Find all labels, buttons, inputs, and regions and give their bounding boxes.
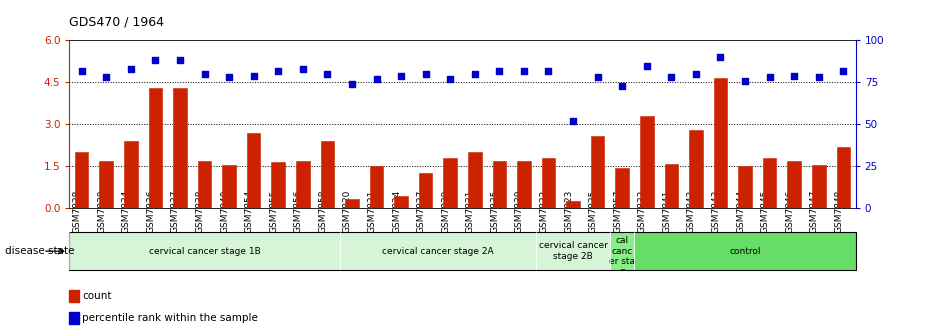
- Point: [344, 81, 359, 87]
- Text: cervi
cal
canc
er sta
g: cervi cal canc er sta g: [610, 226, 635, 277]
- Point: [566, 118, 581, 124]
- Point: [222, 75, 237, 80]
- Text: cervical cancer
stage 2B: cervical cancer stage 2B: [538, 242, 608, 261]
- Bar: [517, 161, 531, 208]
- Text: control: control: [729, 247, 760, 256]
- Bar: [69, 312, 79, 325]
- Point: [639, 63, 654, 68]
- Point: [246, 73, 261, 78]
- Bar: [345, 199, 359, 208]
- Bar: [69, 232, 339, 270]
- Point: [615, 83, 630, 88]
- Bar: [689, 130, 703, 208]
- Bar: [836, 147, 850, 208]
- Bar: [615, 168, 629, 208]
- Bar: [640, 116, 654, 208]
- Bar: [149, 88, 162, 208]
- Point: [492, 68, 507, 73]
- Point: [369, 76, 384, 82]
- Bar: [339, 232, 536, 270]
- Point: [836, 68, 851, 73]
- Bar: [124, 141, 138, 208]
- Point: [123, 66, 138, 72]
- Point: [197, 71, 212, 77]
- Bar: [370, 166, 383, 208]
- Point: [811, 75, 826, 80]
- Bar: [173, 88, 187, 208]
- Bar: [536, 232, 610, 270]
- Text: GDS470 / 1964: GDS470 / 1964: [69, 15, 165, 29]
- Point: [295, 66, 310, 72]
- Bar: [812, 165, 825, 208]
- Bar: [394, 196, 408, 208]
- Bar: [591, 135, 604, 208]
- Point: [762, 75, 777, 80]
- Point: [737, 78, 752, 83]
- Point: [99, 75, 114, 80]
- Point: [148, 58, 163, 63]
- Point: [787, 73, 802, 78]
- Text: count: count: [82, 291, 112, 301]
- Bar: [419, 173, 432, 208]
- Bar: [542, 158, 555, 208]
- Point: [173, 58, 188, 63]
- Point: [74, 68, 89, 73]
- Bar: [763, 158, 776, 208]
- Bar: [714, 78, 727, 208]
- Bar: [468, 152, 482, 208]
- Point: [541, 68, 556, 73]
- Bar: [222, 165, 236, 208]
- Bar: [198, 161, 211, 208]
- Point: [664, 75, 679, 80]
- Point: [394, 73, 409, 78]
- Bar: [75, 152, 89, 208]
- Bar: [664, 164, 678, 208]
- Bar: [271, 162, 285, 208]
- Bar: [493, 161, 506, 208]
- Text: cervical cancer stage 1B: cervical cancer stage 1B: [149, 247, 260, 256]
- Text: percentile rank within the sample: percentile rank within the sample: [82, 313, 258, 323]
- Point: [590, 75, 605, 80]
- Bar: [443, 158, 457, 208]
- Text: disease state: disease state: [5, 246, 74, 256]
- Text: cervical cancer stage 2A: cervical cancer stage 2A: [382, 247, 494, 256]
- Point: [271, 68, 286, 73]
- Bar: [610, 232, 635, 270]
- Point: [320, 71, 335, 77]
- Bar: [247, 133, 261, 208]
- Point: [418, 71, 433, 77]
- Bar: [69, 290, 79, 302]
- Bar: [635, 232, 856, 270]
- Bar: [100, 161, 113, 208]
- Point: [516, 68, 531, 73]
- Bar: [738, 166, 752, 208]
- Point: [713, 54, 728, 60]
- Bar: [566, 201, 580, 208]
- Point: [688, 71, 703, 77]
- Bar: [296, 161, 310, 208]
- Bar: [787, 161, 801, 208]
- Bar: [321, 141, 334, 208]
- Point: [467, 71, 482, 77]
- Point: [443, 76, 458, 82]
